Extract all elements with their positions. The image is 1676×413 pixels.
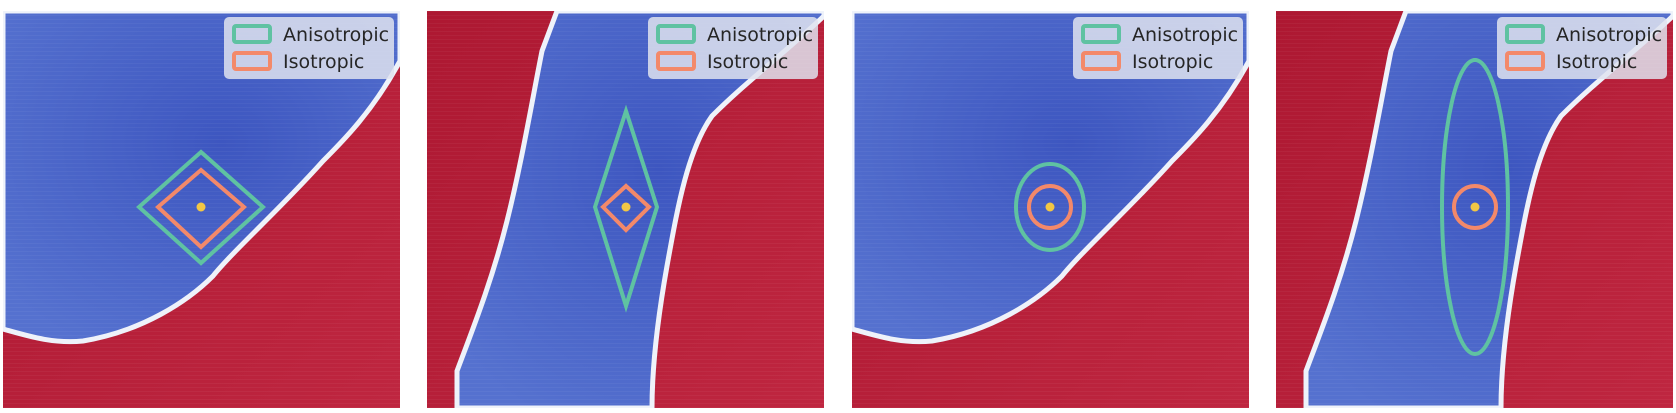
isotropic-legend-icon — [1081, 51, 1121, 71]
isotropic-legend-icon — [1505, 51, 1545, 71]
panel-1: Anisotropic Isotropic — [3, 11, 400, 408]
anisotropic-label: Anisotropic — [1132, 24, 1238, 46]
anisotropic-legend-icon — [1081, 24, 1121, 44]
anisotropic-label: Anisotropic — [707, 24, 813, 46]
center-point — [196, 202, 206, 212]
panel-4-plot: Anisotropic Isotropic — [1276, 11, 1673, 408]
anisotropic-legend-icon — [656, 24, 696, 44]
panel-4: Anisotropic Isotropic — [1276, 11, 1673, 408]
isotropic-legend-icon — [232, 51, 272, 71]
isotropic-diamond — [600, 183, 652, 233]
isotropic-label: Isotropic — [283, 51, 364, 73]
legend: Anisotropic Isotropic — [1073, 17, 1243, 79]
isotropic-circle — [1452, 184, 1498, 230]
panel-3: Anisotropic Isotropic — [852, 11, 1249, 408]
anisotropic-ellipse — [1014, 162, 1086, 252]
center-point — [621, 202, 631, 212]
isotropic-diamond — [155, 167, 247, 250]
panel-2-plot: Anisotropic Isotropic — [427, 11, 824, 408]
legend: Anisotropic Isotropic — [1497, 17, 1667, 79]
anisotropic-legend-icon — [232, 24, 272, 44]
center-point — [1045, 202, 1055, 212]
panel-3-plot: Anisotropic Isotropic — [852, 11, 1249, 408]
anisotropic-label: Anisotropic — [283, 24, 389, 46]
anisotropic-ellipse — [1440, 58, 1510, 356]
panel-1-plot: Anisotropic Isotropic — [3, 11, 400, 408]
isotropic-label: Isotropic — [707, 51, 788, 73]
anisotropic-diamond — [592, 104, 660, 313]
legend: Anisotropic Isotropic — [648, 17, 818, 79]
isotropic-legend-icon — [656, 51, 696, 71]
anisotropic-diamond — [136, 149, 266, 266]
isotropic-circle — [1027, 184, 1073, 230]
anisotropic-legend-icon — [1505, 24, 1545, 44]
anisotropic-label: Anisotropic — [1556, 24, 1662, 46]
center-point — [1470, 202, 1480, 212]
panel-2: Anisotropic Isotropic — [427, 11, 824, 408]
isotropic-label: Isotropic — [1132, 51, 1213, 73]
isotropic-label: Isotropic — [1556, 51, 1637, 73]
legend: Anisotropic Isotropic — [224, 17, 394, 79]
